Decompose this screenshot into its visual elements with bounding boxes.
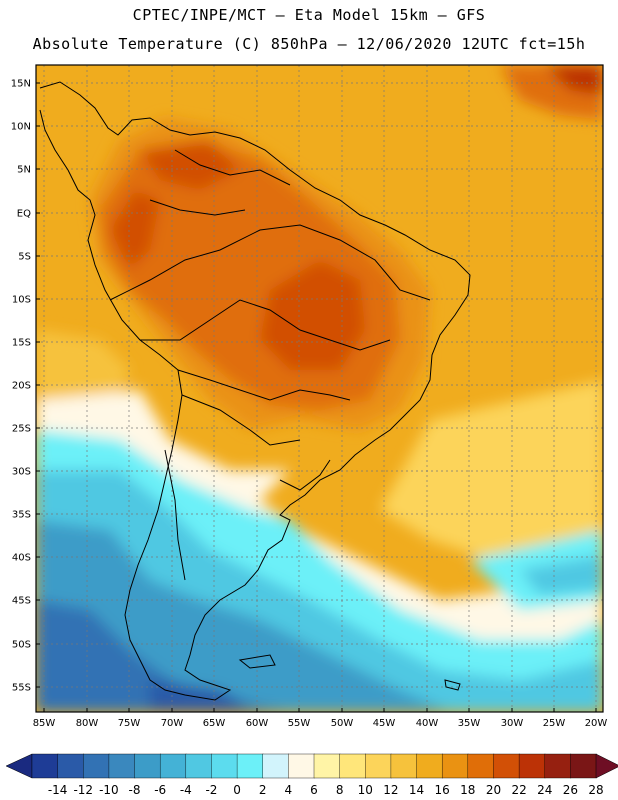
colorbar-label: 20: [486, 783, 501, 797]
colorbar-swatch: [313, 753, 341, 779]
colorbar-label: -14: [48, 783, 68, 797]
colorbar-swatch: [83, 753, 110, 779]
colorbar-swatch: [134, 753, 161, 779]
colorbar-max-triangle: [595, 753, 618, 779]
longitude-label: 20W: [585, 718, 608, 729]
longitude-label: 45W: [373, 718, 396, 729]
colorbar-label: 8: [336, 783, 344, 797]
latitude-label: 15S: [12, 338, 31, 349]
colorbar-label: 28: [588, 783, 603, 797]
colorbar-label: 10: [358, 783, 373, 797]
longitude-label: 80W: [76, 718, 99, 729]
longitude-label: 30W: [501, 718, 524, 729]
colorbar-label: -12: [73, 783, 93, 797]
longitude-label: 60W: [246, 718, 269, 729]
longitude-label: 40W: [416, 718, 439, 729]
colorbar-swatch: [108, 753, 136, 779]
colorbar-label: 22: [511, 783, 526, 797]
colorbar-label: -6: [154, 783, 166, 797]
colorbar-swatch: [31, 753, 59, 779]
colorbar-label: 26: [563, 783, 578, 797]
colorbar-swatch: [365, 753, 392, 779]
colorbar-label: -2: [205, 783, 217, 797]
longitude-labels: 85W 80W 75W 70W 65W 60W 55W 50W 45W 40W 35W 30W 25W 2…: [33, 708, 608, 729]
latitude-label: 25S: [12, 424, 31, 435]
colorbar-label: 12: [383, 783, 398, 797]
latitude-label: 55S: [12, 683, 31, 694]
latitude-label: 5S: [18, 252, 31, 263]
colorbar-swatch: [518, 753, 546, 779]
colorbar-label: 24: [537, 783, 552, 797]
colorbar-label: -8: [129, 783, 141, 797]
map-frame: [35, 64, 604, 713]
longitude-label: 70W: [161, 718, 184, 729]
longitude-label: 55W: [288, 718, 311, 729]
colorbar-swatch: [390, 753, 418, 779]
longitude-label: 75W: [118, 718, 141, 729]
latitude-label: 20S: [12, 381, 31, 392]
colorbar-swatch: [288, 753, 315, 779]
map-subtitle: Absolute Temperature (C) 850hPa – 12/06/…: [32, 35, 586, 53]
latitude-label: 15N: [11, 79, 31, 90]
latitude-label: 45S: [12, 596, 31, 607]
coastline: [39, 81, 471, 701]
colorbar-label: -10: [99, 783, 119, 797]
map-title: CPTEC/INPE/MCT – Eta Model 15km – GFS: [132, 6, 486, 24]
colorbar-swatch: [570, 753, 597, 779]
latitude-label: 10N: [11, 122, 31, 133]
longitude-label: 35W: [458, 718, 481, 729]
colorbar: [5, 753, 618, 779]
colorbar-label: 2: [259, 783, 267, 797]
latitude-labels: 15N 10N 5N EQ 5S 10S 15S 20S 25S 30S 35S 40S 45S 50S 5…: [11, 79, 40, 694]
latitude-label: 10S: [12, 295, 31, 306]
colorbar-swatch: [416, 753, 443, 779]
colorbar-swatch: [236, 753, 264, 779]
colorbar-labels: -14 -12 -10 -8 -6 -4 -2 0 2 4 6 8 10 12 14 16 18 20 22 24 26…: [48, 783, 604, 797]
colorbar-swatch: [544, 753, 572, 779]
latitude-label: 50S: [12, 640, 31, 651]
longitude-label: 25W: [543, 718, 566, 729]
colorbar-label: 6: [310, 783, 318, 797]
colorbar-swatch: [493, 753, 520, 779]
longitude-label: 50W: [331, 718, 354, 729]
colorbar-swatch: [211, 753, 238, 779]
longitude-label: 85W: [33, 718, 56, 729]
colorbar-swatch: [262, 753, 290, 779]
latitude-label: 40S: [12, 553, 31, 564]
colorbar-label: -4: [180, 783, 192, 797]
latitude-label: 35S: [12, 510, 31, 521]
colorbar-swatch: [441, 753, 469, 779]
colorbar-swatch: [339, 753, 366, 779]
colorbar-label: 16: [435, 783, 450, 797]
temperature-field: [36, 65, 603, 712]
colorbar-swatch: [57, 753, 84, 779]
colorbar-label: 4: [285, 783, 293, 797]
latitude-label: EQ: [17, 209, 31, 220]
colorbar-swatch: [159, 753, 187, 779]
latitude-label: 5N: [17, 165, 31, 176]
colorbar-swatch: [185, 753, 213, 779]
colorbar-swatch: [467, 753, 495, 779]
colorbar-label: 0: [233, 783, 241, 797]
colorbar-label: 14: [409, 783, 424, 797]
colorbar-min-triangle: [5, 753, 33, 779]
longitude-label: 65W: [203, 718, 226, 729]
latitude-label: 30S: [12, 467, 31, 478]
colorbar-label: 18: [460, 783, 475, 797]
